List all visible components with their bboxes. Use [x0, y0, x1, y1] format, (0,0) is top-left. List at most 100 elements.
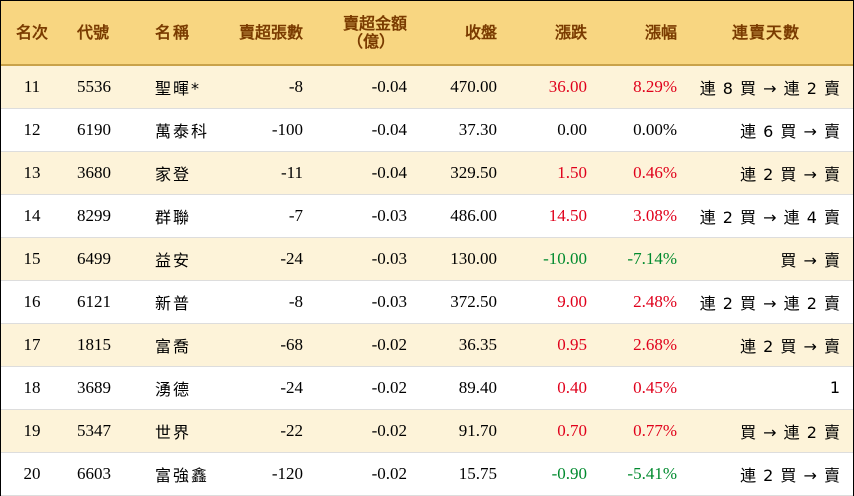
- change-pct-cell: 0.45%: [595, 366, 685, 410]
- code-cell: 6499: [63, 237, 133, 281]
- sell-lots-cell: -7: [217, 194, 311, 238]
- change-cell: -0.90: [505, 452, 595, 496]
- name-cell: 富喬: [133, 323, 217, 367]
- sell-amount-cell: -0.03: [311, 280, 415, 324]
- sell-amount-cell: -0.02: [311, 366, 415, 410]
- close-cell: 470.00: [415, 65, 505, 109]
- change-cell: 0.70: [505, 409, 595, 453]
- close-cell: 372.50: [415, 280, 505, 324]
- change-pct-cell: 0.77%: [595, 409, 685, 453]
- change-cell: 1.50: [505, 151, 595, 195]
- sell-amount-cell: -0.03: [311, 237, 415, 281]
- table-body: 11 5536 聖暉* -8 -0.04 470.00 36.00 8.29% 連 8 買 → …: [1, 65, 853, 496]
- change-cell: 0.95: [505, 323, 595, 367]
- close-cell: 91.70: [415, 409, 505, 453]
- sell-amount-cell: -0.02: [311, 323, 415, 367]
- code-cell: 3689: [63, 366, 133, 410]
- streak-cell: 買 → 賣: [685, 237, 853, 281]
- header-sell-amount-line1: 賣超金額: [342, 13, 407, 33]
- change-cell: 36.00: [505, 65, 595, 109]
- close-cell: 486.00: [415, 194, 505, 238]
- header-name[interactable]: 名稱: [133, 1, 217, 66]
- change-pct-cell: -5.41%: [595, 452, 685, 496]
- close-cell: 15.75: [415, 452, 505, 496]
- close-cell: 130.00: [415, 237, 505, 281]
- table-row[interactable]: 15 6499 益安 -24 -0.03 130.00 -10.00 -7.14% 買 → 賣: [1, 237, 853, 281]
- name-cell: 新普: [133, 280, 217, 324]
- change-pct-cell: 3.08%: [595, 194, 685, 238]
- name-cell: 聖暉*: [133, 65, 217, 109]
- streak-cell: 連 2 買 → 賣: [685, 452, 853, 496]
- streak-cell: 買 → 連 2 賣: [685, 409, 853, 453]
- rank-cell: 13: [1, 151, 63, 195]
- close-cell: 329.50: [415, 151, 505, 195]
- rank-cell: 12: [1, 108, 63, 152]
- code-cell: 6603: [63, 452, 133, 496]
- change-cell: 0.40: [505, 366, 595, 410]
- sell-lots-cell: -68: [217, 323, 311, 367]
- header-sell-lots[interactable]: 賣超張數: [217, 1, 311, 66]
- header-change-pct[interactable]: 漲幅: [595, 1, 685, 66]
- sell-amount-cell: -0.04: [311, 65, 415, 109]
- change-pct-cell: 2.68%: [595, 323, 685, 367]
- change-cell: -10.00: [505, 237, 595, 281]
- header-rank[interactable]: 名次: [1, 1, 63, 66]
- code-cell: 6121: [63, 280, 133, 324]
- name-cell: 益安: [133, 237, 217, 281]
- sell-amount-cell: -0.04: [311, 151, 415, 195]
- table-row[interactable]: 19 5347 世界 -22 -0.02 91.70 0.70 0.77% 買 → 連 2 賣: [1, 409, 853, 453]
- table-row[interactable]: 12 6190 萬泰科 -100 -0.04 37.30 0.00 0.00% 連 6 買 → …: [1, 108, 853, 152]
- code-cell: 5536: [63, 65, 133, 109]
- rank-cell: 15: [1, 237, 63, 281]
- name-cell: 世界: [133, 409, 217, 453]
- streak-cell: 連 2 買 → 連 2 賣: [685, 280, 853, 324]
- code-cell: 3680: [63, 151, 133, 195]
- rank-cell: 19: [1, 409, 63, 453]
- sell-lots-cell: -8: [217, 280, 311, 324]
- change-cell: 14.50: [505, 194, 595, 238]
- sell-lots-cell: -100: [217, 108, 311, 152]
- header-sell-amount-line2: （億）: [346, 31, 395, 51]
- sell-amount-cell: -0.04: [311, 108, 415, 152]
- header-row: 名次 代號 名稱 賣超張數 賣超金額 （億） 收盤 漲跌 漲幅 連賣天數: [1, 1, 853, 66]
- header-close[interactable]: 收盤: [415, 1, 505, 66]
- table-row[interactable]: 16 6121 新普 -8 -0.03 372.50 9.00 2.48% 連 2 買 → 連 …: [1, 280, 853, 324]
- code-cell: 8299: [63, 194, 133, 238]
- name-cell: 群聯: [133, 194, 217, 238]
- header-change[interactable]: 漲跌: [505, 1, 595, 66]
- header-sell-amount[interactable]: 賣超金額 （億）: [311, 1, 415, 66]
- table-row[interactable]: 17 1815 富喬 -68 -0.02 36.35 0.95 2.68% 連 2 買 → 賣: [1, 323, 853, 367]
- rank-cell: 17: [1, 323, 63, 367]
- table-row[interactable]: 14 8299 群聯 -7 -0.03 486.00 14.50 3.08% 連 2 買 → 連…: [1, 194, 853, 238]
- name-cell: 萬泰科: [133, 108, 217, 152]
- close-cell: 36.35: [415, 323, 505, 367]
- sell-amount-cell: -0.03: [311, 194, 415, 238]
- change-pct-cell: 8.29%: [595, 65, 685, 109]
- name-cell: 家登: [133, 151, 217, 195]
- close-cell: 37.30: [415, 108, 505, 152]
- sell-lots-cell: -120: [217, 452, 311, 496]
- streak-cell: 連 6 買 → 賣: [685, 108, 853, 152]
- change-cell: 0.00: [505, 108, 595, 152]
- table-row[interactable]: 20 6603 富強鑫 -120 -0.02 15.75 -0.90 -5.41% 連 2 買 …: [1, 452, 853, 496]
- change-pct-cell: 0.46%: [595, 151, 685, 195]
- sell-lots-cell: -11: [217, 151, 311, 195]
- header-code[interactable]: 代號: [63, 1, 133, 66]
- table-row[interactable]: 13 3680 家登 -11 -0.04 329.50 1.50 0.46% 連 2 買 → 賣: [1, 151, 853, 195]
- table-row[interactable]: 18 3689 湧德 -24 -0.02 89.40 0.40 0.45% 1: [1, 366, 853, 410]
- header-streak[interactable]: 連賣天數: [685, 1, 853, 66]
- sell-amount-cell: -0.02: [311, 452, 415, 496]
- rank-cell: 18: [1, 366, 63, 410]
- streak-cell: 連 2 買 → 連 4 賣: [685, 194, 853, 238]
- sell-lots-cell: -8: [217, 65, 311, 109]
- change-pct-cell: 0.00%: [595, 108, 685, 152]
- code-cell: 6190: [63, 108, 133, 152]
- sell-amount-cell: -0.02: [311, 409, 415, 453]
- sell-lots-cell: -24: [217, 237, 311, 281]
- table-row[interactable]: 11 5536 聖暉* -8 -0.04 470.00 36.00 8.29% 連 8 買 → …: [1, 65, 853, 109]
- name-cell: 富強鑫: [133, 452, 217, 496]
- sell-lots-cell: -24: [217, 366, 311, 410]
- name-cell: 湧德: [133, 366, 217, 410]
